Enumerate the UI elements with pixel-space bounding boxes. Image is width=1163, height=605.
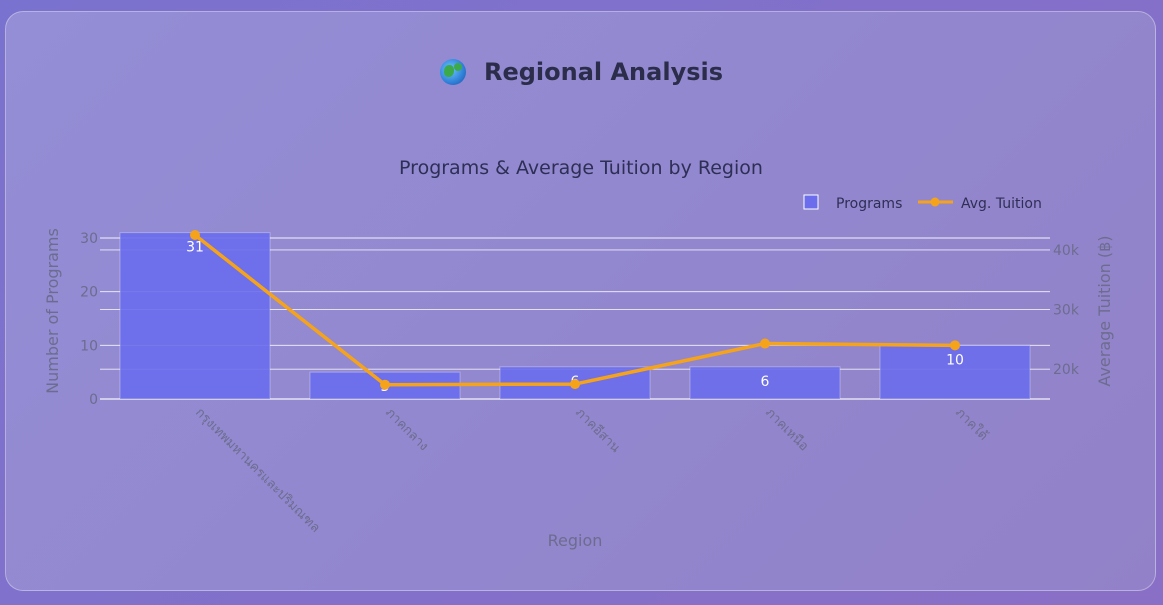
tuition-point xyxy=(190,230,200,241)
tuition-point xyxy=(950,340,960,351)
tuition-point xyxy=(570,379,580,390)
y-tick-label: 10 xyxy=(80,338,98,354)
globe-icon xyxy=(439,59,466,85)
bar xyxy=(119,232,271,400)
bar xyxy=(879,344,1031,400)
y2-axis-title: Average Tuition (฿) xyxy=(1095,235,1114,386)
legend-label-tuition: Avg. Tuition xyxy=(961,196,1042,212)
y-tick-label: 30 xyxy=(80,231,98,247)
card-title: Regional Analysis xyxy=(483,58,724,86)
x-tick-label: ภาคกลาง xyxy=(382,405,431,454)
y-tick-label: 0 xyxy=(89,392,98,408)
y-axis-title: Number of Programs xyxy=(43,228,62,394)
tuition-point xyxy=(760,338,770,349)
y2-tick-label: 30k xyxy=(1053,303,1080,319)
bar xyxy=(689,366,841,400)
x-axis-title: Region xyxy=(548,531,603,550)
y-tick-label: 20 xyxy=(80,285,98,301)
card-header: Regional Analysis xyxy=(0,58,1163,86)
tuition-point xyxy=(380,379,390,390)
bar-data-label: 6 xyxy=(761,374,770,390)
x-tick-label: ภาคเหนือ xyxy=(762,405,812,455)
y2-tick-label: 20k xyxy=(1053,362,1080,378)
x-tick-label: ภาคอีสาน xyxy=(572,405,623,456)
bar-data-label: 31 xyxy=(186,240,204,256)
x-tick-label: กรุงเทพมหานครและปริมณฑล xyxy=(192,405,323,536)
legend-label-programs: Programs xyxy=(836,196,902,212)
chart-title: Programs & Average Tuition by Region xyxy=(399,157,763,179)
bar-data-label: 10 xyxy=(946,352,964,368)
legend-swatch-programs xyxy=(803,194,819,210)
y2-tick-label: 40k xyxy=(1053,243,1080,259)
legend-point-tuition xyxy=(930,197,940,207)
x-tick-label: ภาคใต้ xyxy=(952,405,991,444)
